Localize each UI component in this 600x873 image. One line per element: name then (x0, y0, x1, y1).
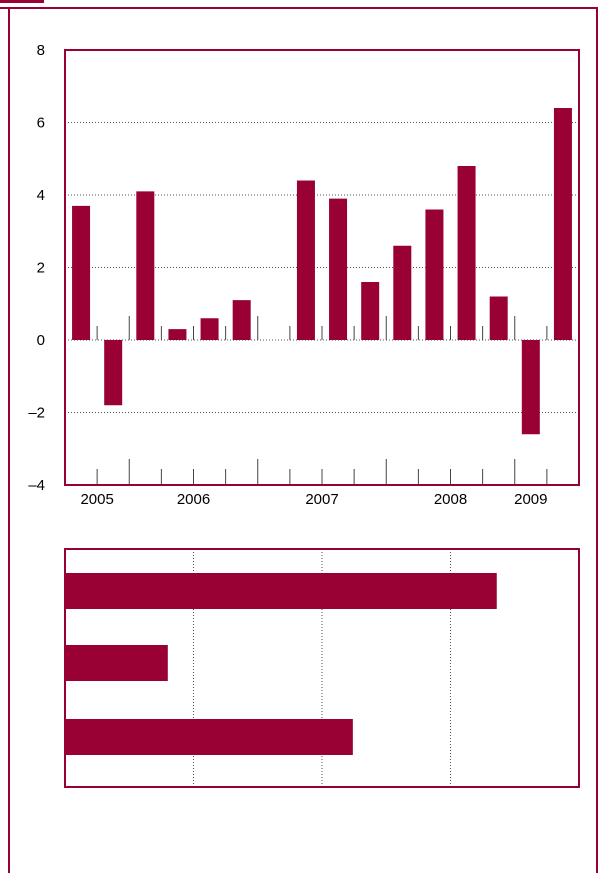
c1-y-tick-label: –2 (28, 405, 45, 422)
c1-bar (72, 205, 91, 340)
c1-y-tick-label: 4 (37, 187, 45, 204)
c1-bar (168, 329, 187, 340)
c1-x-tick-label: 2008 (434, 491, 467, 508)
c1-y-tick-label: 2 (37, 260, 45, 277)
c2-bar (65, 573, 497, 609)
c1-bar (329, 198, 348, 340)
c1-x-tick-label: 2005 (80, 491, 113, 508)
c2-bar (65, 645, 168, 681)
c2-bars (65, 573, 497, 755)
c2-bar (65, 719, 353, 755)
c1-bar (104, 340, 123, 406)
c1-x-tick-label: 2006 (177, 491, 210, 508)
c1-bar (136, 191, 155, 340)
c1-bar (200, 318, 219, 340)
c1-bar (425, 209, 444, 340)
c1-plot-border (64, 49, 580, 486)
c1-bars (72, 108, 572, 435)
c1-bar (489, 296, 508, 340)
c2-plot-border (64, 548, 580, 788)
c1-bar (296, 180, 315, 340)
c1-y-tick-label: –4 (28, 477, 45, 494)
c1-y-tick-label: 8 (37, 42, 45, 59)
c1-x-tick-label: 2009 (514, 491, 547, 508)
c1-y-tick-label: 0 (37, 332, 45, 349)
c1-y-tick-labels: 8 6 4 2 0 –2 –4 (28, 42, 45, 494)
c1-y-tick-label: 6 (37, 115, 45, 132)
c1-bar (232, 300, 251, 340)
c1-bar (361, 282, 380, 340)
c1-x-ticks (96, 316, 548, 485)
quarterly-bar-chart: 8 6 4 2 0 –2 –4 2005 2006 2007 2008 2009 (28, 42, 580, 508)
c1-bar (553, 108, 572, 340)
c1-bar (393, 245, 412, 340)
horizontal-bar-chart (64, 548, 580, 788)
c1-x-tick-label: 2007 (305, 491, 338, 508)
c1-bar (457, 166, 476, 340)
c1-x-tick-labels: 2005 2006 2007 2008 2009 (80, 491, 547, 508)
c1-bar (521, 340, 540, 435)
